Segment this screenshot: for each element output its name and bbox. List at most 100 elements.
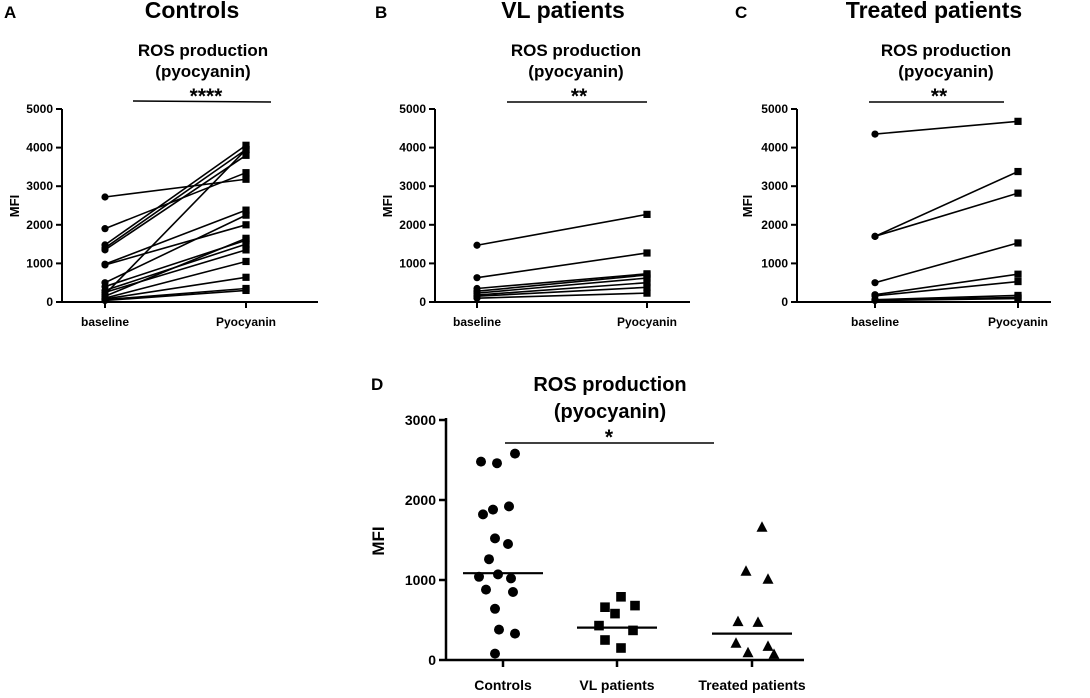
panel-b-letter: B (375, 3, 387, 22)
panel-a-letter: A (4, 3, 16, 22)
panel-d-triangle-point-2-2 (762, 573, 774, 584)
panel-a-significance-bar (132, 100, 272, 103)
panel-c-subtitle-line1: ROS production (881, 41, 1011, 60)
panel-d-square-point-1-4 (594, 620, 604, 631)
panel-d-triangle-point-2-5 (730, 637, 742, 648)
panel-d-triangle-point-2-0 (756, 521, 768, 532)
panel-d-square-point-1-0 (616, 592, 626, 602)
panel-b-y-tick-label-2: 2000 (399, 218, 426, 232)
panel-d-y-tick-label-1: 1000 (405, 572, 436, 588)
panel-a-subtitle-line2: (pyocyanin) (155, 62, 250, 81)
panel-c-significance-label: ** (931, 85, 948, 108)
panel-c: C Treated patients ROS production (pyocy… (735, 0, 1051, 329)
panel-a-baseline-point-1 (101, 225, 109, 233)
panel-a-baseline-point-0 (101, 193, 109, 201)
panel-a-x-tick-label-1: Pyocyanin (216, 315, 276, 329)
panel-d-circle-point-0-4 (504, 501, 514, 512)
panel-b-pair-line-5 (476, 281, 648, 296)
panel-d-x-tick-label-1: VL patients (579, 677, 654, 693)
panel-c-pair-line-4 (874, 273, 1019, 296)
panel-b-subtitle-line1: ROS production (511, 41, 641, 60)
panel-c-pyocyanin-point-4 (1014, 270, 1022, 278)
panel-c-y-ticks: 0 1000 2000 3000 4000 5000 (761, 102, 797, 309)
panel-a-pyocyanin-point-13 (242, 257, 250, 266)
panel-a-pair-line-4 (104, 154, 247, 251)
panel-a-y-tick-label-4: 4000 (26, 141, 53, 155)
panel-d-x-ticks: Controls VL patients Treated patients (474, 660, 806, 693)
panel-d-y-tick-label-3: 3000 (405, 412, 436, 428)
panel-b-y-axis-label: MFI (380, 195, 395, 217)
panel-c-pyocyanin-point-8 (1014, 294, 1022, 303)
panel-a-pyocyanin-point-0 (242, 175, 250, 183)
panel-c-y-tick-label-0: 0 (781, 295, 788, 309)
panel-a-pair-line-11 (104, 148, 247, 295)
panel-a-pair-line-7 (104, 214, 247, 284)
panel-b-y-tick-label-4: 4000 (399, 141, 426, 155)
panel-a-subtitle-line1: ROS production (138, 41, 268, 60)
panel-d-circle-point-0-7 (503, 539, 513, 549)
panel-b-y-tick-label-1: 1000 (399, 256, 426, 270)
panel-b-pair-line-6 (476, 286, 648, 298)
panel-d-letter: D (371, 375, 383, 394)
panel-a-pyocyanin-point-16 (242, 286, 250, 295)
panel-a-x-tick-label-0: baseline (81, 315, 129, 329)
panel-d-circle-point-0-17 (490, 648, 500, 659)
panel-a-pair-line-12 (104, 237, 247, 297)
panel-d-significance-label: * (605, 426, 614, 449)
panel-d-y-tick-label-0: 0 (428, 652, 436, 668)
panel-a-y-tick-label-0: 0 (46, 295, 53, 309)
panel-a-pyocyanin-point-7 (242, 211, 250, 219)
panel-d-circle-point-0-1 (492, 458, 502, 469)
panel-d-square-point-1-6 (600, 635, 610, 645)
panel-a-pair-line-10 (104, 249, 247, 294)
panel-c-pair-line-1 (874, 170, 1019, 238)
panel-c-pyocyanin-point-2 (1014, 189, 1022, 197)
panel-d-triangle-point-2-3 (732, 615, 744, 627)
panel-c-pyocyanin-point-1 (1014, 167, 1022, 176)
panel-b-baseline-point-1 (473, 274, 481, 282)
panel-b: B VL patients ROS production (pyocyanin)… (375, 0, 690, 329)
panel-a-pair-line-16 (104, 289, 247, 302)
panel-b-baseline-point-7 (473, 294, 481, 302)
panel-c-series (871, 117, 1022, 305)
panel-a-x-ticks: baseline Pyocyanin (81, 302, 276, 329)
panel-c-x-ticks: baseline Pyocyanin (851, 302, 1048, 329)
panel-b-y-tick-label-0: 0 (419, 295, 426, 309)
panel-b-pair-line-1 (476, 252, 648, 279)
panel-d-circle-point-0-8 (484, 554, 494, 565)
panel-d-square-point-1-3 (610, 608, 620, 619)
panel-d-square-point-1-7 (616, 643, 626, 653)
panel-a: A Controls ROS production (pyocyanin) **… (4, 0, 318, 329)
panel-b-subtitle-line2: (pyocyanin) (528, 62, 623, 81)
panel-d-circle-point-0-6 (490, 533, 500, 544)
panel-d-square-point-1-1 (600, 602, 610, 612)
panel-b-y-ticks: 0 1000 2000 3000 4000 5000 (399, 102, 435, 309)
panel-c-y-tick-label-5: 5000 (761, 102, 788, 116)
panel-a-baseline-point-16 (101, 296, 109, 305)
panel-b-x-ticks: baseline Pyocyanin (453, 302, 677, 329)
panel-d-series (463, 448, 792, 659)
panel-a-pair-line-6 (104, 224, 247, 266)
panel-d-circle-point-0-2 (510, 448, 520, 459)
panel-a-pyocyanin-point-11 (242, 145, 250, 154)
panel-c-baseline-point-0 (871, 130, 879, 138)
panel-c-pair-line-3 (874, 242, 1019, 284)
panel-c-y-tick-label-3: 3000 (761, 179, 788, 193)
panel-c-baseline-point-8 (871, 296, 879, 305)
panel-a-pyocyanin-point-2 (242, 141, 250, 149)
panel-a-y-ticks: 0 1000 2000 3000 4000 5000 (26, 102, 62, 309)
panel-d-square-point-1-5 (628, 625, 638, 636)
panel-a-pair-line-5 (104, 209, 247, 265)
panel-c-pair-line-0 (874, 120, 1019, 135)
panel-a-pair-line-2 (104, 144, 247, 246)
panel-b-y-tick-label-3: 3000 (399, 179, 426, 193)
panel-c-baseline-point-2 (871, 232, 879, 240)
panel-d-circle-point-0-12 (481, 584, 491, 595)
panel-a-pyocyanin-point-9 (242, 240, 250, 248)
panel-a-pair-line-14 (104, 276, 247, 300)
panel-d-x-tick-label-2: Treated patients (698, 677, 806, 693)
panel-b-y-tick-label-5: 5000 (399, 102, 426, 116)
panel-b-pair-line-4 (476, 277, 648, 294)
panel-c-pair-line-5 (874, 280, 1019, 297)
panel-a-baseline-point-4 (101, 246, 109, 254)
